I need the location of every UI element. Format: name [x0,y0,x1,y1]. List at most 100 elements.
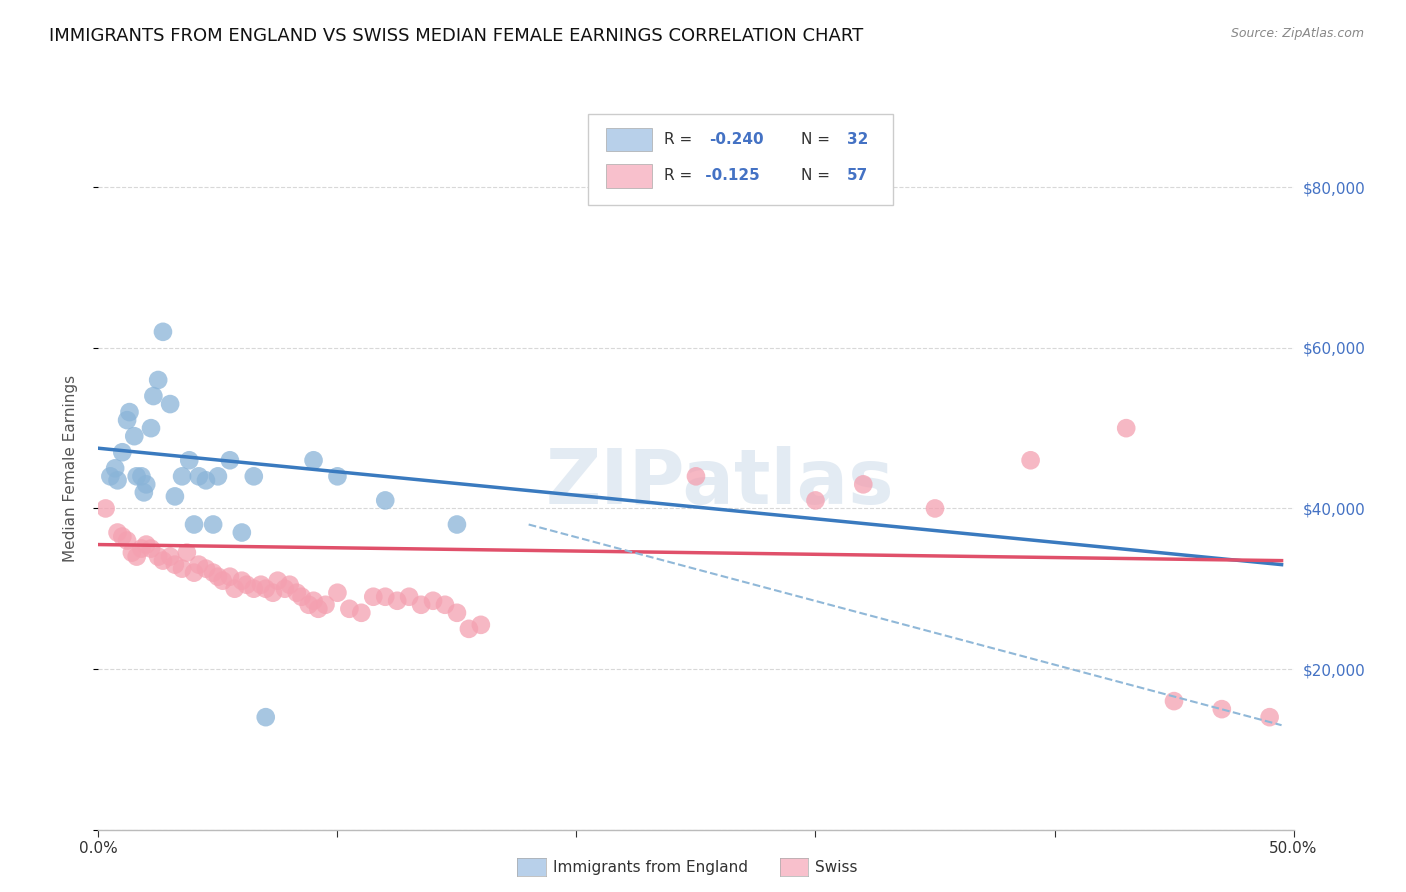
Point [339,601,361,615]
Point [124,429,146,443]
Point [243,469,266,483]
Point [183,517,205,532]
Point [131,541,153,556]
Point [98,469,122,483]
Point [291,590,314,604]
Point [267,574,290,588]
Point [315,598,337,612]
Point [139,541,162,556]
Point [363,590,385,604]
Point [1211,702,1233,716]
Point [125,549,148,564]
Point [804,493,827,508]
Point [326,585,349,599]
Point [1019,453,1042,467]
Point [262,585,284,599]
Text: N =: N = [801,132,835,147]
Point [202,517,225,532]
Point [1163,694,1185,708]
Point [298,598,321,612]
FancyBboxPatch shape [606,164,652,187]
Point [94,501,117,516]
Point [302,594,325,608]
Point [139,421,162,435]
Point [163,489,186,503]
Point [159,549,181,564]
Point [254,582,277,596]
Point [211,574,233,588]
Point [202,566,225,580]
Point [231,574,253,588]
Point [163,558,186,572]
Point [187,469,209,483]
Point [250,578,273,592]
Point [254,710,277,724]
Text: Immigrants from England: Immigrants from England [553,861,748,875]
Point [243,582,266,596]
Point [152,553,174,568]
Point [195,473,218,487]
Point [219,453,242,467]
Point [398,590,420,604]
Point [142,389,165,403]
Point [187,558,209,572]
Point [183,566,205,580]
FancyBboxPatch shape [589,114,893,204]
Point [1258,710,1281,724]
Point [207,469,229,483]
Text: IMMIGRANTS FROM ENGLAND VS SWISS MEDIAN FEMALE EARNINGS CORRELATION CHART: IMMIGRANTS FROM ENGLAND VS SWISS MEDIAN … [49,27,863,45]
Point [172,562,194,576]
Point [195,562,218,576]
Text: -0.125: -0.125 [700,169,759,183]
Point [207,570,229,584]
Point [148,373,170,387]
Text: R =: R = [664,169,697,183]
Point [350,606,373,620]
Point [107,473,129,487]
Point [115,533,138,548]
Point [111,445,134,459]
Point [172,469,194,483]
Point [446,517,468,532]
Point [385,594,409,608]
Point [179,453,201,467]
Point [422,594,444,608]
Text: 32: 32 [846,132,868,147]
Point [118,405,141,419]
Point [115,413,138,427]
Y-axis label: Median Female Earnings: Median Female Earnings [63,375,77,562]
Point [152,325,174,339]
Text: -0.240: -0.240 [709,132,763,147]
Point [458,622,481,636]
Point [278,578,301,592]
Point [176,545,198,560]
Point [219,570,242,584]
Point [135,477,157,491]
Point [107,525,129,540]
Point [924,501,946,516]
FancyBboxPatch shape [606,128,652,152]
Point [374,590,396,604]
Point [685,469,707,483]
Point [411,598,433,612]
Point [148,549,170,564]
Point [326,469,349,483]
Point [470,617,492,632]
Point [852,477,875,491]
Text: Swiss: Swiss [815,861,858,875]
Text: Source: ZipAtlas.com: Source: ZipAtlas.com [1230,27,1364,40]
Point [121,545,143,560]
Point [235,578,257,592]
Point [302,453,325,467]
Point [434,598,457,612]
Point [374,493,396,508]
Point [159,397,181,411]
Point [285,585,308,599]
Text: N =: N = [801,169,835,183]
Point [131,469,153,483]
Point [224,582,246,596]
Point [135,537,157,551]
Point [446,606,468,620]
Point [104,461,127,475]
Text: R =: R = [664,132,697,147]
